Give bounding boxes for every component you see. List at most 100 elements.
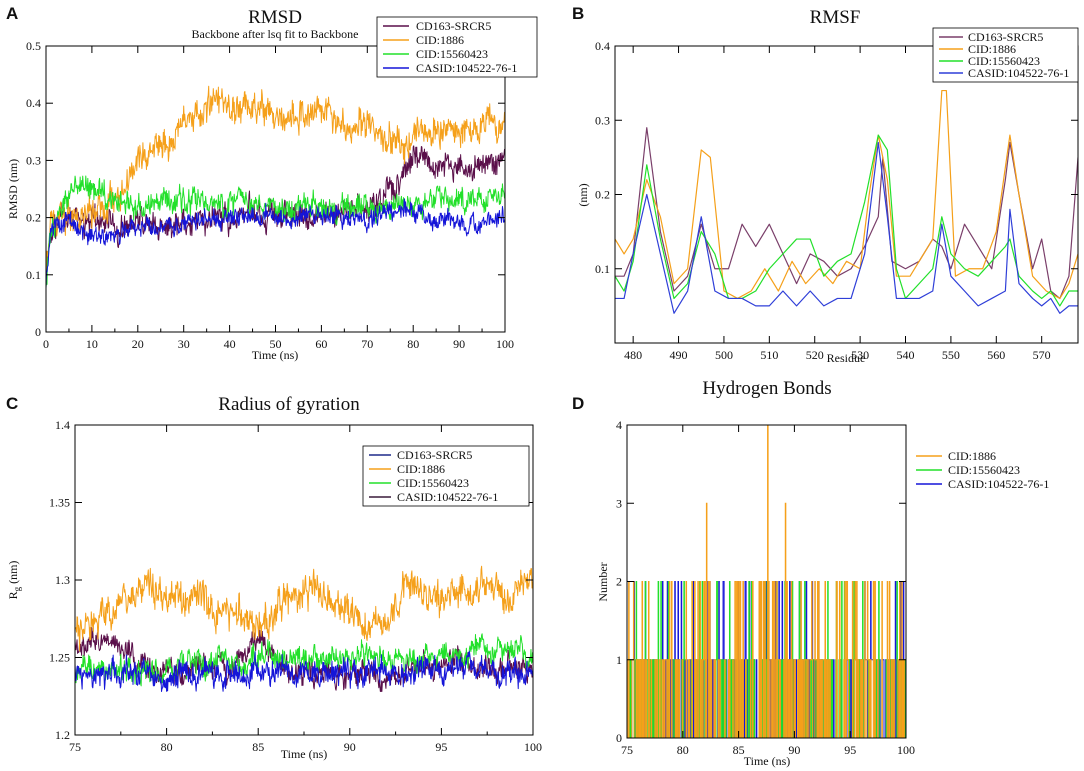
series-line-cid-1886 xyxy=(615,89,1078,300)
legend-label-cid15560423: CID:15560423 xyxy=(968,54,1040,68)
legend-label-casid: CASID:104522-76-1 xyxy=(948,477,1049,491)
x-ticks: 75 80 85 90 95 100 xyxy=(621,425,915,757)
x-tick-label: 30 xyxy=(178,337,190,351)
y-axis-label-unit: (nm) xyxy=(6,561,20,587)
legend-label-cid15560423: CID:15560423 xyxy=(416,47,488,61)
y-tick-label: 1.4 xyxy=(55,418,70,432)
legend-label-cid15560423: CID:15560423 xyxy=(948,463,1020,477)
series-line-casid-104522-76-1 xyxy=(615,141,1078,314)
x-tick-label: 75 xyxy=(69,740,81,754)
series-line-cid-1886 xyxy=(627,425,906,738)
y-tick-label: 0 xyxy=(35,325,41,339)
x-tick-label: 500 xyxy=(715,348,733,362)
y-axis-label-sub: g xyxy=(12,586,22,591)
x-tick-label: 570 xyxy=(1033,348,1051,362)
x-tick-label: 90 xyxy=(453,337,465,351)
plot-area xyxy=(46,85,505,289)
x-tick-label: 560 xyxy=(987,348,1005,362)
legend-label-cd163: CD163-SRCR5 xyxy=(968,30,1043,44)
legend-label-cd163: CD163-SRCR5 xyxy=(416,19,491,33)
series-line-cid-15560423 xyxy=(615,134,1078,307)
legend-label-casid: CASID:104522-76-1 xyxy=(397,490,498,504)
y-tick-label: 3 xyxy=(616,496,622,510)
x-tick-label: 100 xyxy=(897,743,915,757)
legend-label-casid: CASID:104522-76-1 xyxy=(416,61,517,75)
x-ticks: 75 80 85 90 95 100 xyxy=(69,425,542,754)
x-axis-label: Residue xyxy=(827,351,866,365)
legend-label-cd163: CD163-SRCR5 xyxy=(397,448,472,462)
y-tick-label: 0.3 xyxy=(26,153,41,167)
y-tick-label: 0.5 xyxy=(26,39,41,53)
y-tick-label: 1.35 xyxy=(49,496,70,510)
x-axis-label: Time (ns) xyxy=(744,754,791,768)
chart-title: Hydrogen Bonds xyxy=(702,378,831,399)
x-tick-label: 550 xyxy=(942,348,960,362)
x-axis-label: Time (ns) xyxy=(281,747,328,761)
series-line-casid-104522-76-1 xyxy=(46,198,505,289)
x-tick-label: 70 xyxy=(361,337,373,351)
x-tick-label: 10 xyxy=(86,337,98,351)
y-axis-label: (nm) xyxy=(576,183,590,206)
x-tick-label: 85 xyxy=(733,743,745,757)
plot-area xyxy=(627,425,906,738)
x-ticks: 480 490 500 510 520 530 540 550 560 570 xyxy=(624,46,1051,362)
y-tick-label: 0.1 xyxy=(26,268,41,282)
x-axis-label: Time (ns) xyxy=(252,348,299,362)
y-tick-label: 0.1 xyxy=(595,262,610,276)
x-tick-label: 20 xyxy=(132,337,144,351)
x-tick-label: 85 xyxy=(252,740,264,754)
y-ticks: 1.2 1.25 1.3 1.35 1.4 xyxy=(49,418,533,742)
y-axis-label: Rg (nm) xyxy=(6,561,22,600)
y-tick-label: 1.2 xyxy=(55,728,70,742)
series-line-cid-1886 xyxy=(75,565,533,652)
x-tick-label: 0 xyxy=(43,337,49,351)
chart-title: Radius of gyration xyxy=(218,394,360,415)
plot-area xyxy=(615,89,1078,314)
panel-rmsf: RMSF 480 490 500 510 520 530 540 550 560 570 0.10… xyxy=(576,7,1079,365)
x-tick-label: 80 xyxy=(407,337,419,351)
y-tick-label: 1.3 xyxy=(55,573,70,587)
y-tick-label: 4 xyxy=(616,418,622,432)
y-tick-label: 0.4 xyxy=(26,96,41,110)
chart-subtitle: Backbone after lsq fit to Backbone xyxy=(192,27,359,41)
legend: CD163-SRCR5 CID:1886 CID:15560423 CASID:… xyxy=(362,445,530,507)
x-tick-label: 510 xyxy=(760,348,778,362)
x-tick-label: 80 xyxy=(161,740,173,754)
plot-area xyxy=(75,565,533,693)
x-tick-label: 100 xyxy=(496,337,514,351)
x-tick-label: 95 xyxy=(435,740,447,754)
x-tick-label: 75 xyxy=(621,743,633,757)
x-tick-label: 480 xyxy=(624,348,642,362)
legend: CID:1886 CID:15560423 CASID:104522-76-1 xyxy=(916,449,1049,491)
y-axis-label: Number xyxy=(596,562,610,601)
panel-letter-b: B xyxy=(572,4,584,23)
legend-label-cid1886: CID:1886 xyxy=(397,462,445,476)
series-line-cid-1886 xyxy=(46,85,505,275)
panel-letter-c: C xyxy=(6,394,18,413)
y-axis-label: RMSD (nm) xyxy=(6,159,20,219)
x-tick-label: 60 xyxy=(315,337,327,351)
y-axis-label-main: R xyxy=(6,591,20,599)
y-tick-label: 0.4 xyxy=(595,39,610,53)
y-ticks: 0.1 0.2 0.3 0.4 xyxy=(595,39,1078,276)
y-tick-label: 0.2 xyxy=(26,211,41,225)
legend-label-cid1886: CID:1886 xyxy=(416,33,464,47)
panel-radius-of-gyration: Radius of gyration 75 80 85 90 95 100 1.2 1.25… xyxy=(6,394,542,761)
chart-title: RMSF xyxy=(810,7,861,28)
y-ticks: 0 1 2 3 4 xyxy=(616,418,906,745)
legend-label-cid1886: CID:1886 xyxy=(968,42,1016,56)
legend-label-casid: CASID:104522-76-1 xyxy=(968,66,1069,80)
x-ticks: 0 10 20 30 40 50 60 70 80 90 100 xyxy=(43,46,514,351)
x-tick-label: 80 xyxy=(677,743,689,757)
legend-label-cid15560423: CID:15560423 xyxy=(397,476,469,490)
legend-box xyxy=(362,445,530,507)
legend-label-cid1886: CID:1886 xyxy=(948,449,996,463)
panel-hydrogen-bonds: Hydrogen Bonds 75 80 85 90 95 100 0 1 2 3 4 Time … xyxy=(596,378,1049,768)
legend: CD163-SRCR5 CID:1886 CID:15560423 CASID:… xyxy=(376,16,538,78)
y-tick-label: 1.25 xyxy=(49,651,70,665)
y-tick-label: 0 xyxy=(616,731,622,745)
panel-letter-d: D xyxy=(572,394,584,413)
x-tick-label: 90 xyxy=(344,740,356,754)
panel-letter-a: A xyxy=(6,4,18,23)
